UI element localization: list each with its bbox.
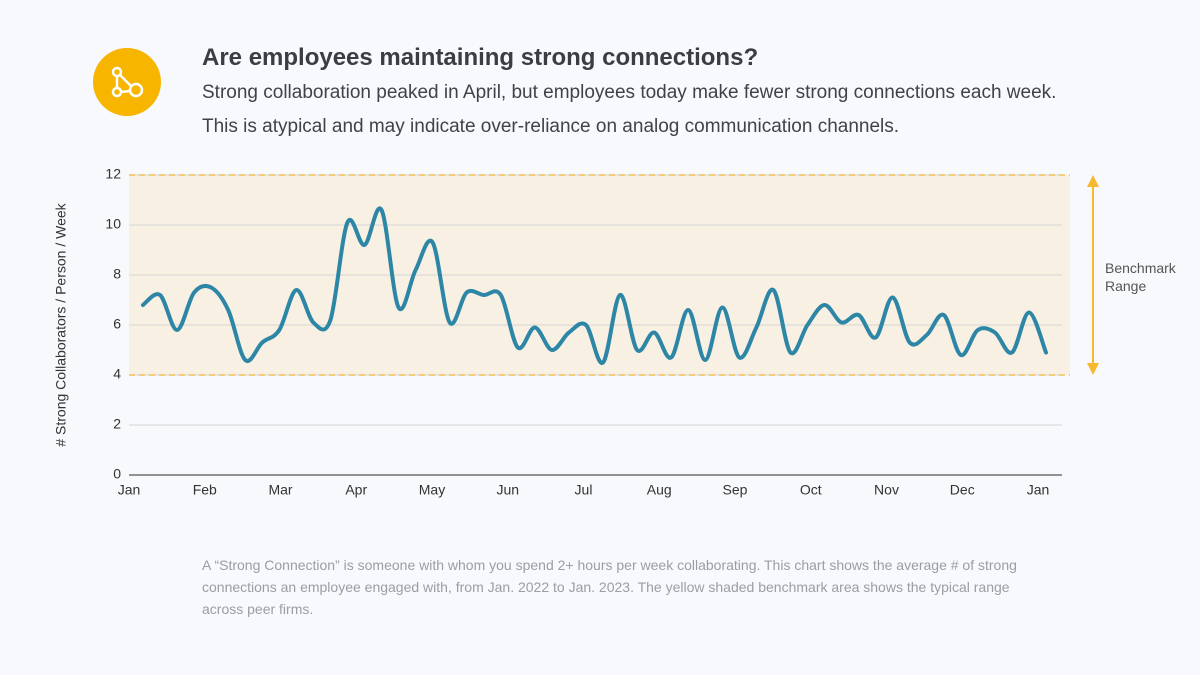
y-tick-label: 6 (113, 316, 121, 332)
x-tick-label: Oct (800, 482, 822, 498)
icon-glyph (111, 66, 144, 98)
x-tick-label: Jun (496, 482, 519, 498)
y-tick-label: 10 (105, 216, 121, 232)
series-line (141, 206, 1048, 365)
x-tick-label: Sep (723, 482, 748, 498)
x-tick-label: Jan (118, 482, 141, 498)
y-tick-label: 2 (113, 416, 121, 432)
x-tick-label: Jul (575, 482, 593, 498)
x-tick-label: Aug (647, 482, 672, 498)
subtitle: Strong collaboration peaked in April, bu… (202, 82, 1057, 137)
y-axis-label: # Strong Collaborators / Person / Week (53, 202, 69, 446)
y-tick-label: 12 (105, 166, 121, 182)
x-tick-label: Jan (1027, 482, 1050, 498)
y-tick-label: 0 (113, 466, 121, 482)
y-tick-label: 8 (113, 266, 121, 282)
y-tick-label: 4 (113, 366, 121, 382)
x-tick-label: Apr (345, 482, 367, 498)
title: Are employees maintaining strong connect… (202, 44, 759, 71)
x-tick-label: Dec (950, 482, 975, 498)
x-tick-label: May (419, 482, 445, 498)
arrow-head (1087, 363, 1099, 375)
x-tick-label: Feb (193, 482, 217, 498)
x-tick-label: Mar (268, 482, 292, 498)
x-tick-label: Nov (874, 482, 899, 498)
footnote: A “Strong Connection” is someone with wh… (202, 557, 1017, 617)
arrow-head (1087, 175, 1099, 187)
benchmark-label: Benchmark Range (1105, 260, 1176, 294)
